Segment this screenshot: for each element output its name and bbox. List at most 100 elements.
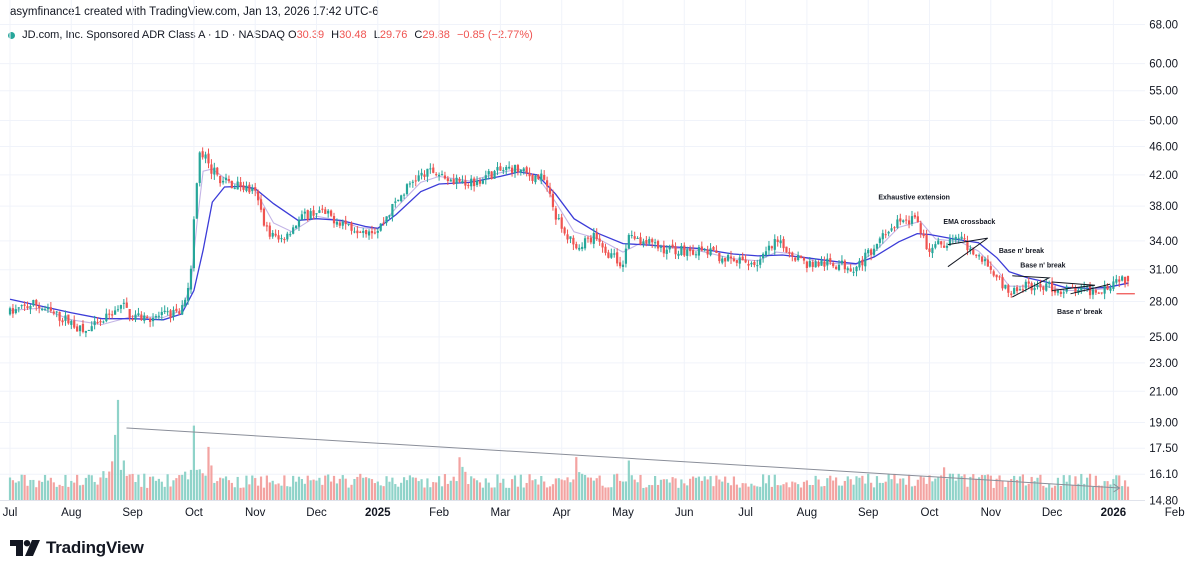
candle-up (46, 307, 50, 310)
volume-bar (613, 474, 616, 500)
candle-up (773, 239, 776, 250)
volume-bar (46, 480, 50, 500)
volume-bar (402, 477, 406, 500)
candle-down (607, 252, 610, 258)
volume-bar (583, 474, 587, 500)
volume-bar (572, 479, 575, 500)
candle-up (93, 321, 96, 326)
candle-up (134, 314, 137, 320)
volume-bar (732, 476, 736, 500)
candle-down (373, 232, 376, 234)
ema-slow-line[interactable] (9, 171, 1129, 321)
volume-bar (224, 476, 228, 500)
volume-bar (510, 479, 514, 500)
volume-bar (729, 485, 733, 500)
volume-bar (870, 482, 873, 500)
candle-down (1007, 285, 1010, 293)
candle-up (221, 180, 225, 183)
volume-bar (1051, 487, 1054, 500)
volume-bar (64, 474, 67, 500)
volume-bar (87, 474, 90, 500)
candle-down (125, 302, 128, 308)
volume-bar (852, 484, 855, 500)
volume-bar (712, 486, 715, 500)
volume-bar (718, 479, 721, 500)
candle-down (794, 257, 797, 261)
low-label: L (373, 29, 380, 41)
volume-bar (846, 476, 849, 500)
ema-fast-line[interactable] (9, 168, 1129, 326)
candle-up (192, 219, 195, 269)
volume-bar (560, 479, 563, 500)
volume-bar (365, 477, 368, 500)
volume-bar (113, 434, 117, 500)
volume-bar (1036, 477, 1039, 500)
candle-up (1033, 287, 1036, 291)
volume-trendline[interactable] (126, 427, 1120, 489)
candle-down (604, 246, 607, 253)
price-axis[interactable] (1145, 0, 1200, 520)
volume-bar (350, 484, 353, 500)
time-tick-label: Jun (675, 507, 694, 519)
volume-bar (417, 481, 420, 500)
volume-bar (1024, 485, 1027, 500)
volume-bar (1015, 479, 1019, 500)
candle-up (487, 171, 490, 175)
candle-down (207, 153, 210, 164)
candle-up (224, 177, 228, 181)
volume-bar (569, 482, 572, 500)
volume-bar (496, 474, 499, 500)
volume-bar (902, 478, 905, 500)
volume-bar (259, 476, 263, 500)
volume-bar (867, 473, 870, 500)
candle-up (1086, 286, 1089, 288)
candle-up (931, 247, 934, 254)
volume-bar (741, 483, 744, 500)
volume-bar (1062, 475, 1065, 500)
candle-up (14, 309, 17, 314)
candle-down (919, 223, 922, 234)
symbol-legend[interactable]: JD.com, Inc. Sponsored ADR Class A · 1D … (8, 29, 537, 41)
pattern-triangle-2 (1012, 275, 1051, 298)
volume-bar (1039, 474, 1042, 500)
candle-up (8, 308, 12, 315)
candle-down (61, 320, 64, 323)
time-tick-label: 2026 (1101, 507, 1127, 519)
volume-bar (1059, 485, 1062, 500)
volume-bar (169, 486, 172, 500)
volume-bar (505, 487, 508, 500)
candle-up (814, 261, 817, 268)
volume-bar (309, 480, 312, 500)
candle-down (1039, 283, 1042, 288)
candle-up (105, 313, 108, 322)
tradingview-logo[interactable]: TradingView (10, 538, 144, 558)
candle-down (925, 234, 928, 250)
candle-up (872, 248, 876, 255)
candles[interactable] (8, 147, 1130, 338)
candle-down (262, 208, 266, 226)
candle-down (321, 208, 324, 210)
volume-bar (887, 474, 890, 500)
candle-up (779, 240, 782, 244)
candle-down (227, 179, 231, 181)
drawings[interactable] (947, 237, 1135, 298)
volume-bar (99, 477, 102, 500)
candle-up (84, 331, 87, 333)
candle-up (505, 167, 508, 171)
candle-up (1045, 283, 1048, 291)
volume-bar (1123, 480, 1127, 500)
volume-bar (306, 475, 309, 500)
candle-down (963, 238, 966, 240)
volume-bar (534, 479, 537, 500)
volume-bar (616, 473, 619, 500)
volume-bar (312, 479, 315, 500)
volume-bar (808, 484, 811, 500)
volume-bar (890, 479, 893, 500)
volume-bar (411, 477, 414, 500)
volume-bar (1053, 485, 1057, 500)
candle-down (274, 233, 277, 236)
candle-up (837, 264, 841, 271)
candle-up (87, 329, 90, 331)
candle-down (706, 249, 709, 255)
